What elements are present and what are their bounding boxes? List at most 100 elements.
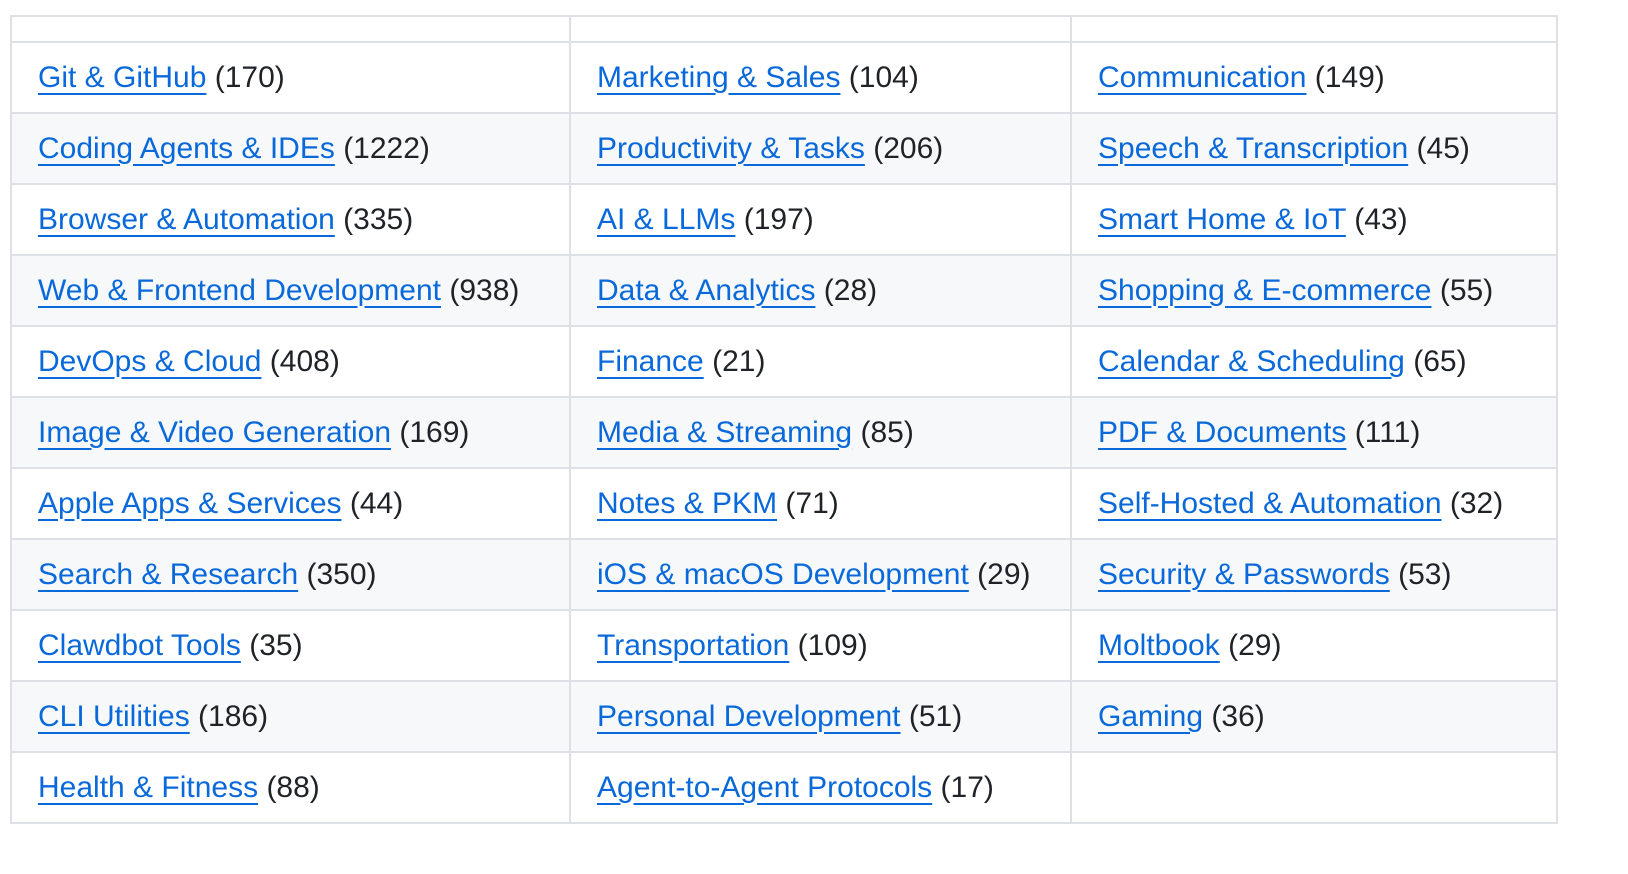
category-count: (85): [860, 415, 914, 449]
category-count: (149): [1314, 60, 1385, 94]
table-cell: Gaming (36): [1070, 680, 1558, 753]
category-link[interactable]: Marketing & Sales: [597, 60, 841, 94]
category-count: (350): [306, 557, 377, 591]
category-link[interactable]: Agent-to-Agent Protocols: [597, 770, 933, 804]
category-link[interactable]: Self-Hosted & Automation: [1098, 486, 1442, 520]
category-link[interactable]: Moltbook: [1098, 628, 1220, 662]
category-link[interactable]: Shopping & E-commerce: [1098, 273, 1432, 307]
table-row: Web & Frontend Development (938) Data & A…: [10, 254, 1558, 327]
table-cell: Search & Research (350): [10, 538, 571, 611]
category-link[interactable]: Notes & PKM: [597, 486, 778, 520]
table-cell: Communication (149): [1070, 41, 1558, 114]
table-header-row: [10, 15, 1558, 43]
table-cell: CLI Utilities (186): [10, 680, 571, 753]
category-count: (408): [269, 344, 340, 378]
category-link[interactable]: Apple Apps & Services: [38, 486, 342, 520]
category-table: Git & GitHub (170) Marketing & Sales (104…: [10, 15, 1558, 824]
table-cell: Media & Streaming (85): [569, 396, 1072, 469]
category-link[interactable]: Image & Video Generation: [38, 415, 392, 449]
table-cell: Apple Apps & Services (44): [10, 467, 571, 540]
table-cell: Personal Development (51): [569, 680, 1072, 753]
table-cell: Transportation (109): [569, 609, 1072, 682]
category-count: (111): [1354, 415, 1421, 449]
table-cell: Productivity & Tasks (206): [569, 112, 1072, 185]
table-row: Coding Agents & IDEs (1222) Productivity …: [10, 112, 1558, 185]
table-row: Image & Video Generation (169) Media & St…: [10, 396, 1558, 469]
category-link[interactable]: Data & Analytics: [597, 273, 816, 307]
category-count: (197): [743, 202, 814, 236]
table-cell: Speech & Transcription (45): [1070, 112, 1558, 185]
header-cell: [1070, 15, 1558, 43]
category-link[interactable]: CLI Utilities: [38, 699, 190, 733]
category-count: (88): [266, 770, 320, 804]
table-cell: Smart Home & IoT (43): [1070, 183, 1558, 256]
category-link[interactable]: Gaming: [1098, 699, 1204, 733]
table-cell: Shopping & E-commerce (55): [1070, 254, 1558, 327]
category-link[interactable]: Communication: [1098, 60, 1307, 94]
category-link[interactable]: Search & Research: [38, 557, 299, 591]
category-table-container: Git & GitHub (170) Marketing & Sales (104…: [10, 15, 1558, 824]
table-cell: DevOps & Cloud (408): [10, 325, 571, 398]
table-row: Clawdbot Tools (35) Transportation (109) M…: [10, 609, 1558, 682]
category-count: (938): [449, 273, 520, 307]
category-link[interactable]: DevOps & Cloud: [38, 344, 262, 378]
category-link[interactable]: Personal Development: [597, 699, 901, 733]
category-link[interactable]: PDF & Documents: [1098, 415, 1347, 449]
category-link[interactable]: Media & Streaming: [597, 415, 853, 449]
category-link[interactable]: Git & GitHub: [38, 60, 207, 94]
table-cell: Moltbook (29): [1070, 609, 1558, 682]
table-row: Git & GitHub (170) Marketing & Sales (104…: [10, 41, 1558, 114]
table-cell: Finance (21): [569, 325, 1072, 398]
category-count: (71): [785, 486, 839, 520]
category-count: (21): [712, 344, 766, 378]
table-cell: Security & Passwords (53): [1070, 538, 1558, 611]
category-link[interactable]: Security & Passwords: [1098, 557, 1390, 591]
category-count: (65): [1413, 344, 1467, 378]
table-cell: Marketing & Sales (104): [569, 41, 1072, 114]
category-count: (51): [908, 699, 963, 733]
table-row: CLI Utilities (186) Personal Development …: [10, 680, 1558, 753]
table-row: DevOps & Cloud (408) Finance (21) Calendar…: [10, 325, 1558, 398]
table-cell: AI & LLMs (197): [569, 183, 1072, 256]
category-count: (29): [1228, 628, 1282, 662]
category-count: (109): [797, 628, 868, 662]
category-count: (335): [343, 202, 414, 236]
category-count: (44): [349, 486, 404, 520]
table-row: Browser & Automation (335) AI & LLMs (197…: [10, 183, 1558, 256]
table-cell: Health & Fitness (88): [10, 751, 571, 824]
category-count: (29): [977, 557, 1031, 591]
category-link[interactable]: Speech & Transcription: [1098, 131, 1409, 165]
category-count: (104): [848, 60, 919, 94]
table-cell: Calendar & Scheduling (65): [1070, 325, 1558, 398]
table-cell: iOS & macOS Development (29): [569, 538, 1072, 611]
table-row: Apple Apps & Services (44) Notes & PKM (7…: [10, 467, 1558, 540]
table-cell: Self-Hosted & Automation (32): [1070, 467, 1558, 540]
category-link[interactable]: Coding Agents & IDEs: [38, 131, 335, 165]
category-link[interactable]: iOS & macOS Development: [597, 557, 969, 591]
category-count: (17): [940, 770, 994, 804]
table-cell: PDF & Documents (111): [1070, 396, 1558, 469]
category-link[interactable]: AI & LLMs: [597, 202, 736, 236]
category-link[interactable]: Transportation: [597, 628, 790, 662]
category-link[interactable]: Web & Frontend Development: [38, 273, 441, 307]
header-cell: [569, 15, 1072, 43]
category-link[interactable]: Productivity & Tasks: [597, 131, 865, 165]
category-count: (55): [1439, 273, 1494, 307]
category-link[interactable]: Health & Fitness: [38, 770, 259, 804]
table-cell: Git & GitHub (170): [10, 41, 571, 114]
category-count: (186): [198, 699, 269, 733]
category-link[interactable]: Smart Home & IoT: [1098, 202, 1346, 236]
table-cell: Clawdbot Tools (35): [10, 609, 571, 682]
category-link[interactable]: Browser & Automation: [38, 202, 335, 236]
category-count: (35): [249, 628, 303, 662]
category-link[interactable]: Calendar & Scheduling: [1098, 344, 1405, 378]
category-link[interactable]: Clawdbot Tools: [38, 628, 241, 662]
table-cell: Data & Analytics (28): [569, 254, 1072, 327]
table-cell: Coding Agents & IDEs (1222): [10, 112, 571, 185]
category-count: (206): [873, 131, 944, 165]
table-cell: Agent-to-Agent Protocols (17): [569, 751, 1072, 824]
category-link[interactable]: Finance: [597, 344, 704, 378]
category-count: (53): [1398, 557, 1452, 591]
table-cell: Web & Frontend Development (938): [10, 254, 571, 327]
table-row: Health & Fitness (88) Agent-to-Agent Prot…: [10, 751, 1558, 824]
